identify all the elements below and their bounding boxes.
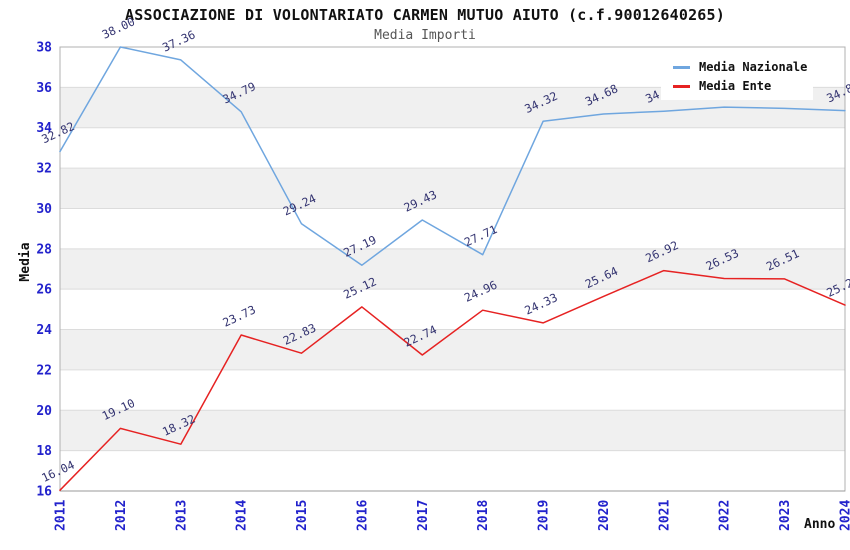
legend: Media Nazionale Media Ente	[661, 54, 813, 100]
x-tick-label: 2024	[839, 500, 850, 531]
y-tick-label: 16	[36, 485, 52, 500]
media-ente-line-swatch	[673, 84, 690, 88]
y-tick-label: 18	[36, 444, 52, 459]
media-nazionale-line-swatch	[673, 65, 690, 69]
plot-band	[60, 168, 845, 209]
y-tick-label: 22	[36, 363, 52, 378]
legend-item-media-ente: Media Ente	[673, 79, 805, 93]
point-value-label: 38.00	[100, 14, 137, 41]
point-value-label: 24.33	[522, 290, 559, 317]
legend-item-media-nazionale: Media Nazionale	[673, 60, 808, 74]
chart-title: ASSOCIAZIONE DI VOLONTARIATO CARMEN MUTU…	[125, 6, 725, 24]
point-value-label: 37.36	[160, 27, 197, 54]
point-value-label: 27.71	[462, 222, 499, 249]
plot-band	[60, 329, 845, 370]
y-tick-label: 24	[36, 323, 52, 338]
x-tick-label: 2022	[718, 500, 733, 531]
y-tick-label: 26	[36, 283, 52, 298]
x-tick-label: 2021	[657, 500, 672, 531]
x-tick-label: 2018	[476, 500, 491, 531]
x-tick-label: 2013	[174, 500, 189, 531]
point-value-label: 34.85	[824, 78, 850, 105]
x-tick-label: 2015	[295, 500, 310, 531]
x-tick-label: 2020	[597, 500, 612, 531]
x-tick-label: 2014	[235, 500, 250, 531]
y-tick-label: 32	[36, 162, 52, 177]
plot-band	[60, 248, 845, 290]
legend-label-media-nazionale: Media Nazionale	[699, 60, 808, 74]
legend-label-media-ente: Media Ente	[699, 79, 772, 93]
y-tick-label: 34	[36, 121, 52, 136]
y-tick-label: 38	[36, 41, 52, 56]
x-tick-label: 2011	[54, 500, 69, 531]
point-value-label: 23.73	[221, 302, 258, 329]
plot-band	[60, 410, 845, 451]
series-line-media-nazionale	[59, 46, 846, 266]
x-tick-label: 2012	[114, 500, 129, 531]
chart-subtitle: Media Importi	[374, 28, 476, 43]
x-tick-label: 2023	[778, 500, 793, 531]
x-axis-title: Anno	[804, 517, 835, 532]
y-axis-title: Media	[18, 242, 33, 281]
x-tick-label: 2016	[355, 500, 370, 531]
x-tick-label: 2017	[416, 500, 431, 531]
y-tick-label: 36	[36, 81, 52, 96]
x-tick-label: 2019	[537, 500, 552, 531]
point-value-label: 16.04	[39, 458, 76, 485]
series-line-media-ente	[59, 269, 846, 491]
y-tick-label: 28	[36, 242, 52, 257]
y-tick-label: 30	[36, 202, 52, 217]
y-tick-label: 20	[36, 404, 52, 419]
